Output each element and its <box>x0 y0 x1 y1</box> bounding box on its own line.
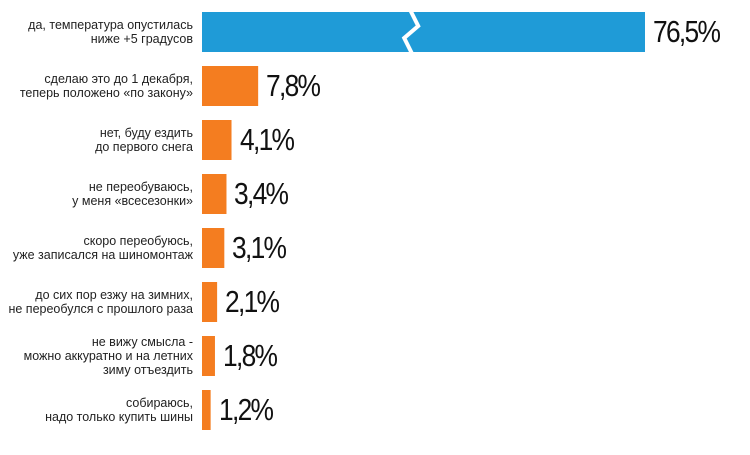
bar <box>202 66 259 106</box>
bar <box>202 228 225 268</box>
category-label: сделаю это до 1 декабря, теперь положено… <box>19 72 193 100</box>
value-label: 3,4% <box>234 176 289 211</box>
category-label: скоро переобуюсь, уже записался на шином… <box>12 234 193 262</box>
category-label: до сих пор езжу на зимних, не переобулся… <box>8 288 193 316</box>
category-label: нет, буду ездить до первого снега <box>95 126 193 154</box>
category-label: не переобуваюсь, у меня «всесезонки» <box>72 180 193 208</box>
category-label: не вижу смысла - можно аккуратно и на ле… <box>23 335 193 377</box>
bar <box>202 12 645 52</box>
value-label: 7,8% <box>266 68 321 103</box>
bar <box>202 282 218 322</box>
value-label: 1,2% <box>218 392 274 427</box>
bar <box>202 336 215 376</box>
value-label: 3,1% <box>232 230 287 265</box>
value-label: 2,1% <box>225 284 280 319</box>
bar <box>202 174 227 214</box>
axis-break <box>401 9 421 55</box>
value-label: 1,8% <box>222 338 278 373</box>
category-label: собираюсь, надо только купить шины <box>45 396 193 424</box>
category-label: да, температура опустилась ниже +5 граду… <box>28 18 193 46</box>
value-label: 76,5% <box>653 14 721 49</box>
value-label: 4,1% <box>239 122 295 157</box>
bar <box>202 390 211 430</box>
bar <box>202 120 232 160</box>
